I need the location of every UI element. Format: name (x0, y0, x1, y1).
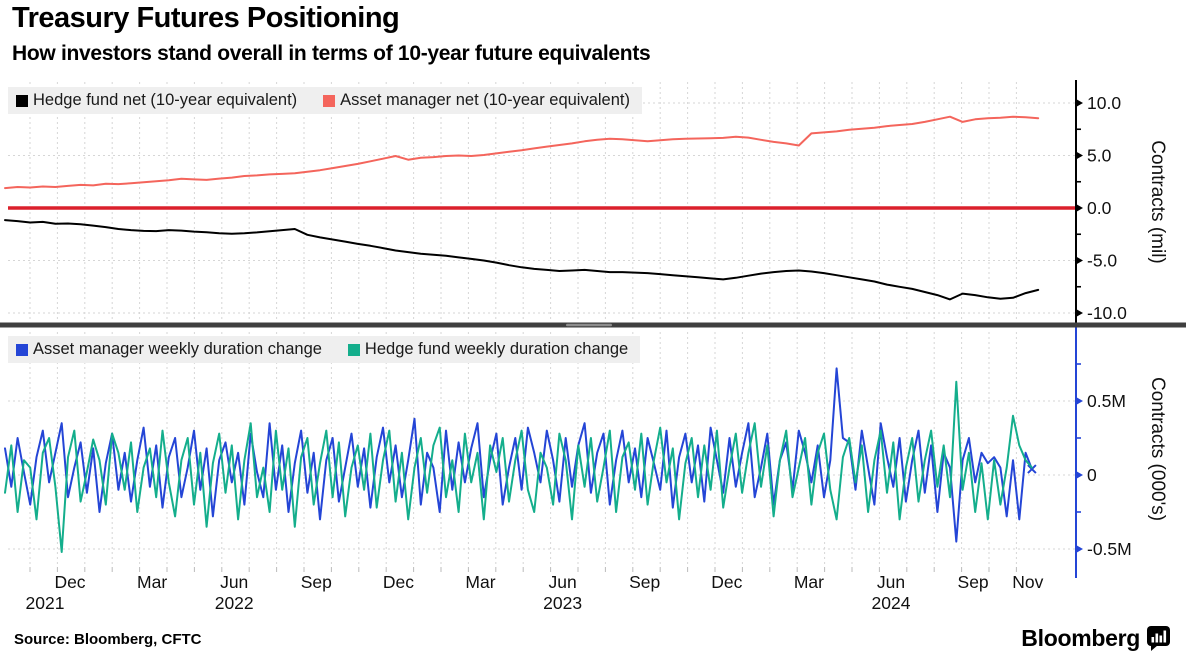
page-subtitle: How investors stand overall in terms of … (12, 42, 651, 65)
x-axis-month-label: Mar (137, 572, 167, 592)
x-axis-month-label: Mar (465, 572, 495, 592)
series-line-1 (4, 380, 1033, 553)
y-axis-major-tick (1076, 545, 1083, 553)
top-y-axis-title: Contracts (mil) (1147, 140, 1168, 264)
x-axis-month-label: Sep (301, 572, 332, 592)
series-line-0 (4, 219, 1040, 301)
x-axis-month-label: Dec (711, 572, 742, 592)
x-axis-month-label: Jun (548, 572, 576, 592)
bloomberg-logo: Bloomberg (1021, 625, 1170, 652)
y-axis-tick-label: -5.0 (1087, 251, 1117, 271)
x-axis-year-label: 2024 (872, 593, 911, 613)
y-axis-major-tick (1076, 204, 1083, 212)
bottom-y-axis-title: Contracts (000's) (1147, 377, 1168, 521)
y-axis-major-tick (1076, 471, 1083, 479)
y-axis-tick-label: -0.5M (1087, 539, 1132, 559)
y-axis-tick-label: 5.0 (1087, 146, 1112, 166)
y-axis-tick-label: 0.5M (1087, 391, 1126, 411)
x-axis-year-label: 2022 (215, 593, 254, 613)
series-line-0 (4, 367, 1033, 543)
y-axis-tick-label: -10.0 (1087, 303, 1127, 323)
x-axis-month-label: Dec (54, 572, 85, 592)
x-axis-month-label: Sep (629, 572, 660, 592)
asset-manager-net-swatch (323, 94, 336, 107)
y-axis-tick-label: 0 (1087, 465, 1097, 485)
legend-item-hedge-fund-net: Hedge fund net (10-year equivalent) (16, 91, 297, 110)
x-axis-month-label: Dec (383, 572, 414, 592)
x-axis-month-label: Jun (877, 572, 905, 592)
legend-label: Hedge fund weekly duration change (364, 340, 629, 358)
separator-handle (566, 323, 612, 327)
legend-label: Asset manager weekly duration change (33, 340, 322, 358)
legend-label: Hedge fund net (10-year equivalent) (33, 91, 298, 109)
legend-item-asset-manager-duration: Asset manager weekly duration change (16, 340, 322, 359)
x-axis-month-label: Jun (220, 572, 248, 592)
bloomberg-bar-chart-icon (1147, 625, 1170, 651)
x-axis-month-label: Nov (1012, 572, 1043, 592)
hedge-fund-duration-swatch (347, 343, 360, 356)
y-axis-major-tick (1076, 256, 1083, 265)
page-title: Treasury Futures Positioning (12, 2, 400, 34)
source-note: Source: Bloomberg, CFTC (14, 631, 202, 648)
x-axis-year-label: 2021 (26, 593, 65, 613)
series-end-marker (1027, 464, 1037, 474)
x-axis-month-label: Mar (794, 572, 824, 592)
y-axis-tick-label: 10.0 (1087, 93, 1121, 113)
series-line-1 (4, 115, 1040, 190)
y-axis-major-tick (1076, 309, 1083, 317)
legend-top-panel: Hedge fund net (10-year equivalent) Asse… (8, 87, 642, 114)
hedge-fund-net-swatch (16, 94, 28, 107)
y-axis-major-tick (1076, 99, 1083, 107)
bloomberg-wordmark: Bloomberg (1021, 625, 1140, 651)
legend-item-hedge-fund-duration: Hedge fund weekly duration change (347, 340, 629, 359)
legend-label: Asset manager net (10-year equivalent) (340, 91, 630, 109)
legend-bottom-panel: Asset manager weekly duration change Hed… (8, 336, 641, 363)
x-axis-year-label: 2023 (543, 593, 582, 613)
y-axis-tick-label: 0.0 (1087, 198, 1112, 218)
y-axis-major-tick (1076, 151, 1083, 160)
legend-item-asset-manager-net: Asset manager net (10-year equivalent) (323, 91, 630, 110)
x-axis-month-label: Sep (958, 572, 989, 592)
asset-manager-duration-swatch (16, 343, 28, 356)
y-axis-major-tick (1076, 397, 1083, 405)
